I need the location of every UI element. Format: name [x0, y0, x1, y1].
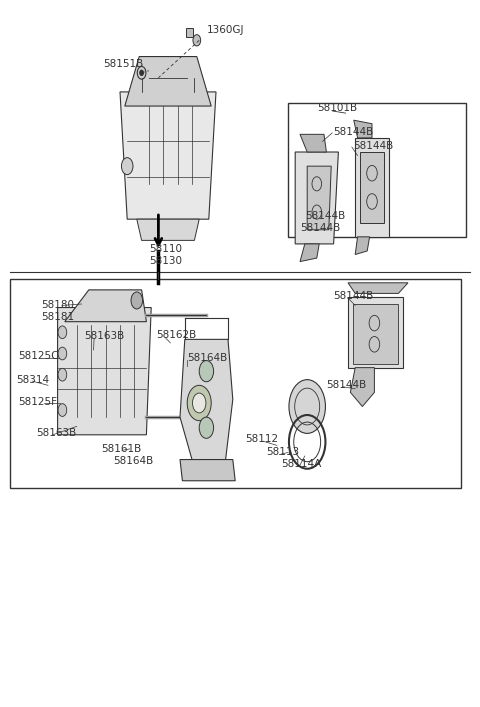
Polygon shape	[355, 237, 370, 255]
Text: 58181: 58181	[41, 312, 74, 322]
Text: 1360GJ: 1360GJ	[206, 25, 244, 35]
Polygon shape	[353, 304, 398, 364]
Polygon shape	[58, 308, 151, 435]
Polygon shape	[360, 152, 384, 223]
Circle shape	[193, 35, 201, 46]
Text: 58114A: 58114A	[281, 460, 321, 469]
Polygon shape	[348, 283, 408, 293]
Circle shape	[199, 361, 214, 382]
Circle shape	[192, 393, 206, 413]
Polygon shape	[355, 138, 389, 237]
Text: 58151B: 58151B	[103, 59, 144, 69]
Circle shape	[199, 417, 214, 438]
Bar	[10, 279, 461, 488]
Text: 58110: 58110	[149, 244, 182, 254]
Text: 58162B: 58162B	[156, 330, 196, 340]
Polygon shape	[300, 134, 326, 152]
Polygon shape	[65, 290, 146, 322]
Circle shape	[187, 385, 211, 421]
Text: 58180: 58180	[41, 300, 74, 310]
Polygon shape	[307, 166, 331, 230]
Polygon shape	[295, 152, 338, 244]
Bar	[186, 28, 193, 37]
Polygon shape	[350, 368, 374, 407]
Circle shape	[58, 404, 67, 416]
Text: 58314: 58314	[16, 375, 49, 385]
Text: 58144B: 58144B	[353, 141, 393, 151]
Text: 58144B: 58144B	[334, 127, 374, 137]
Text: 58163B: 58163B	[84, 331, 124, 341]
Polygon shape	[300, 244, 319, 262]
Text: 58144B: 58144B	[334, 291, 374, 300]
Text: 58144B: 58144B	[305, 211, 345, 221]
Text: 58161B: 58161B	[101, 444, 141, 454]
Circle shape	[140, 70, 144, 76]
Text: 58101B: 58101B	[317, 103, 357, 113]
Text: 58144B: 58144B	[300, 223, 340, 233]
Text: 58125C: 58125C	[18, 351, 59, 361]
Circle shape	[58, 368, 67, 381]
Text: 58125F: 58125F	[18, 397, 57, 407]
Text: 58144B: 58144B	[326, 380, 367, 390]
Bar	[288, 103, 466, 237]
Circle shape	[289, 380, 325, 433]
Polygon shape	[120, 92, 216, 219]
Circle shape	[58, 326, 67, 339]
Circle shape	[131, 292, 143, 309]
Polygon shape	[180, 460, 235, 481]
Text: 58130: 58130	[149, 256, 182, 266]
Text: 58164B: 58164B	[187, 353, 228, 363]
Circle shape	[58, 347, 67, 360]
Polygon shape	[125, 57, 211, 106]
Text: 58112: 58112	[245, 434, 278, 444]
Text: 58163B: 58163B	[36, 428, 76, 438]
Text: 58113: 58113	[266, 448, 300, 457]
Polygon shape	[354, 120, 372, 138]
Circle shape	[121, 158, 133, 175]
Polygon shape	[137, 219, 199, 240]
Polygon shape	[180, 339, 233, 460]
Text: 58164B: 58164B	[113, 456, 153, 466]
Polygon shape	[348, 297, 403, 368]
